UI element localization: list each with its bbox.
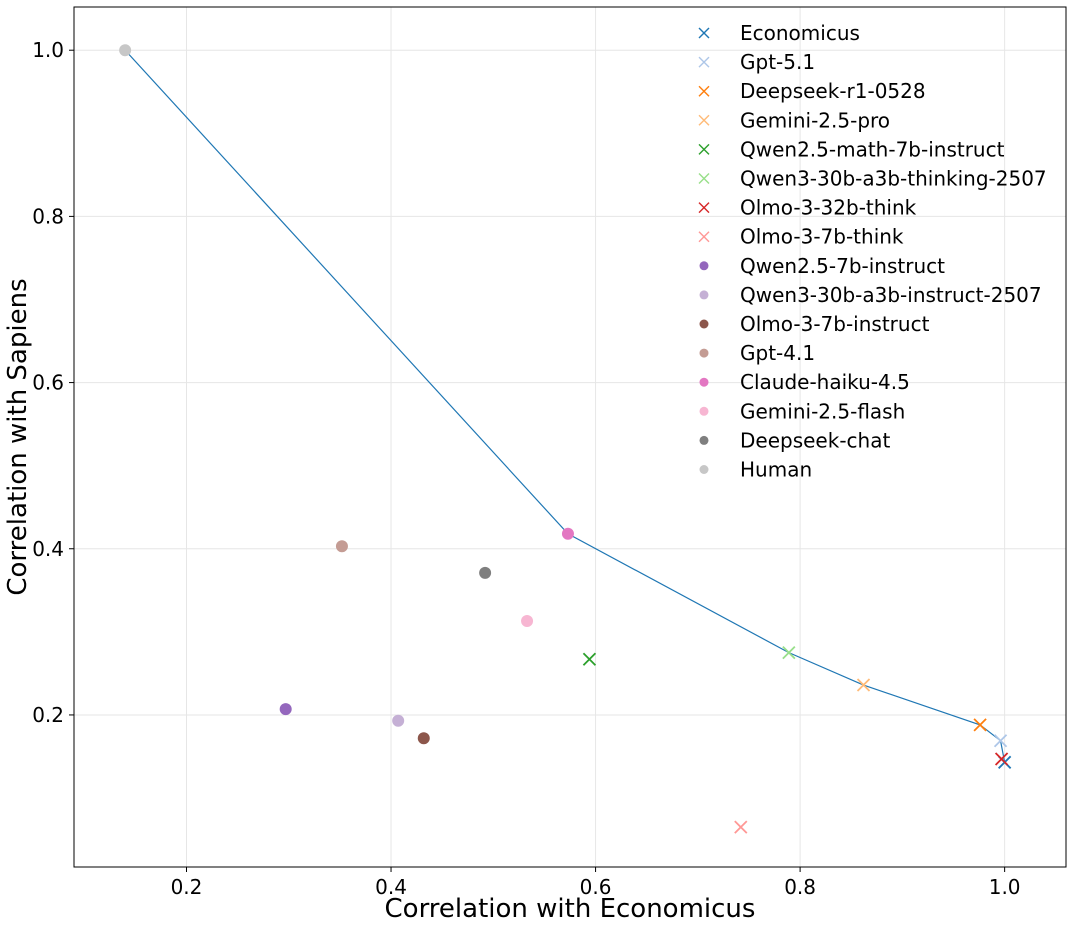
point-qwen2-5-math-7b-instruct-stroke-b: [582, 652, 597, 666]
legend-marker: [698, 56, 710, 68]
point-qwen3-30b-a3b-thinking-2507-stroke-b: [782, 645, 796, 660]
legend-item-qwen2-5-math-7b-instruct: Qwen2.5-math-7b-instruct: [698, 137, 1005, 161]
legend-marker: [698, 202, 710, 214]
y-tick-label: 0.2: [32, 703, 64, 727]
point-gpt-5-1-stroke-b: [993, 734, 1008, 748]
legend-label: Qwen2.5-math-7b-instruct: [740, 137, 1005, 161]
x-tick-label: 0.6: [580, 875, 612, 899]
x-tick-label: 0.2: [171, 875, 203, 899]
legend-marker-stroke-b: [698, 231, 710, 243]
legend-item-gpt-4-1: Gpt-4.1: [699, 341, 815, 365]
data-points: [119, 44, 1012, 834]
legend-marker-stroke-b: [698, 202, 710, 214]
legend-marker: [698, 85, 710, 97]
legend-marker: [699, 261, 709, 271]
legend-marker: [699, 348, 709, 358]
legend-marker: [699, 406, 709, 416]
point-gemini-2-5-pro: [856, 678, 871, 692]
legend-marker: [698, 114, 710, 126]
legend-item-qwen3-30b-a3b-instruct-2507: Qwen3-30b-a3b-instruct-2507: [699, 283, 1042, 307]
legend-marker: [698, 231, 710, 243]
legend-item-qwen3-30b-a3b-thinking-2507: Qwen3-30b-a3b-thinking-2507: [698, 167, 1047, 191]
legend-label: Economicus: [740, 21, 860, 45]
legend-label: Qwen2.5-7b-instruct: [740, 254, 945, 278]
grid: [74, 7, 1066, 867]
x-axis-ticks: 0.2 0.4 0.6 0.8 1.0: [171, 867, 1021, 899]
point-deepseek-chat: [479, 566, 492, 579]
legend-item-human: Human: [699, 458, 812, 482]
legend-label: Olmo-3-32b-think: [740, 196, 917, 220]
legend-item-olmo-3-7b-instruct: Olmo-3-7b-instruct: [699, 312, 930, 336]
legend-marker: [699, 465, 709, 474]
legend-marker-stroke-b: [698, 114, 710, 126]
legend-marker-stroke-b: [698, 173, 710, 184]
legend-label: Deepseek-r1-0528: [740, 79, 926, 103]
legend-marker-stroke-b: [698, 56, 710, 68]
legend-marker-stroke-b: [698, 85, 710, 97]
plot-frame: [73, 6, 1067, 868]
legend: Economicus Gpt-5.1 Deepseek-r1-0528 Gemini-…: [698, 21, 1047, 482]
y-tick-label: 0.8: [32, 204, 64, 228]
point-olmo-3-7b-think-stroke-b: [734, 820, 748, 834]
legend-item-deepseek-r1-0528: Deepseek-r1-0528: [698, 79, 926, 103]
legend-item-claude-haiku-4-5: Claude-haiku-4.5: [699, 370, 910, 394]
legend-label: Human: [740, 458, 812, 482]
legend-marker: [698, 173, 710, 184]
y-tick-label: 0.4: [32, 537, 64, 561]
legend-marker-stroke-b: [698, 143, 710, 155]
point-deepseek-r1-0528: [973, 718, 987, 732]
legend-label: Olmo-3-7b-instruct: [740, 312, 930, 336]
legend-marker: [699, 319, 709, 329]
legend-item-gemini-2-5-flash: Gemini-2.5-flash: [699, 399, 905, 423]
y-axis-label: Correlation with Sapiens: [3, 278, 33, 595]
point-olmo-3-7b-think: [734, 820, 748, 834]
y-tick-label: 0.6: [32, 371, 64, 395]
legend-label: Qwen3-30b-a3b-thinking-2507: [740, 167, 1047, 191]
point-qwen2-5-math-7b-instruct: [582, 652, 597, 666]
x-axis-label: Correlation with Economicus: [385, 894, 756, 924]
legend-label: Gemini-2.5-flash: [740, 399, 905, 423]
point-gpt-4-1: [335, 540, 348, 553]
legend-item-gpt-5-1: Gpt-5.1: [698, 50, 815, 74]
legend-item-deepseek-chat: Deepseek-chat: [699, 428, 890, 452]
legend-label: Deepseek-chat: [740, 428, 890, 452]
legend-item-olmo-3-32b-think: Olmo-3-32b-think: [698, 196, 917, 220]
legend-label: Gemini-2.5-pro: [740, 108, 890, 132]
legend-label: Claude-haiku-4.5: [740, 370, 910, 394]
legend-item-qwen2-5-7b-instruct: Qwen2.5-7b-instruct: [699, 254, 945, 278]
x-tick-label: 0.8: [784, 875, 816, 899]
point-claude-haiku-4-5: [561, 527, 574, 540]
legend-marker: [698, 27, 710, 39]
legend-item-gemini-2-5-pro: Gemini-2.5-pro: [698, 108, 890, 132]
point-human: [119, 44, 132, 57]
legend-item-economicus: Economicus: [698, 21, 860, 45]
point-gemini-2-5-flash: [521, 615, 534, 628]
x-tick-label: 0.4: [375, 875, 407, 899]
y-tick-label: 1.0: [32, 38, 64, 62]
legend-label: Gpt-5.1: [740, 50, 815, 74]
x-tick-label: 1.0: [989, 875, 1021, 899]
point-qwen3-30b-a3b-thinking-2507: [782, 645, 796, 660]
legend-marker: [698, 143, 710, 155]
point-qwen2-5-7b-instruct: [279, 703, 292, 716]
point-gemini-2-5-pro-stroke-b: [856, 678, 871, 692]
point-deepseek-r1-0528-stroke-b: [973, 718, 987, 732]
legend-marker: [699, 290, 709, 300]
legend-marker: [699, 377, 709, 387]
legend-label: Gpt-4.1: [740, 341, 815, 365]
legend-marker: [699, 435, 709, 445]
legend-label: Qwen3-30b-a3b-instruct-2507: [740, 283, 1042, 307]
point-gpt-5-1: [993, 734, 1008, 748]
y-axis-ticks: 0.2 0.4 0.6 0.8 1.0: [32, 38, 74, 727]
legend-marker-stroke-b: [698, 27, 710, 39]
point-olmo-3-32b-think: [994, 752, 1009, 766]
legend-label: Olmo-3-7b-think: [740, 225, 904, 249]
point-qwen3-30b-a3b-instruct-2507: [392, 714, 405, 727]
point-olmo-3-7b-instruct: [417, 732, 430, 745]
point-olmo-3-32b-think-stroke-b: [994, 752, 1009, 766]
legend-item-olmo-3-7b-think: Olmo-3-7b-think: [698, 225, 904, 249]
